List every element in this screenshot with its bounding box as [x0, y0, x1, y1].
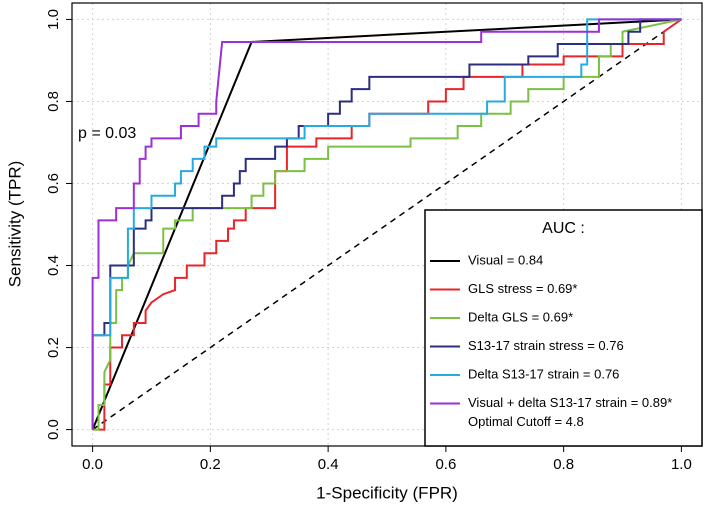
- annotation: p = 0.03: [78, 125, 136, 142]
- y-tick-label: 0.6: [45, 173, 62, 194]
- legend-box: [424, 209, 703, 447]
- x-tick-label: 0.6: [435, 456, 456, 473]
- x-axis-title: 1-Specificity (FPR): [316, 483, 458, 502]
- legend-label: Visual = 0.84: [468, 252, 543, 267]
- y-tick-label: 0.0: [45, 419, 62, 440]
- x-tick-label: 1.0: [671, 456, 692, 473]
- roc-curve: [92, 18, 682, 431]
- legend-title: AUC :: [542, 220, 585, 237]
- y-axis-title: Sensitivity (TPR): [5, 161, 24, 288]
- x-tick-label: 0.0: [82, 456, 103, 473]
- y-tick-label: 0.2: [45, 337, 62, 358]
- legend-note: Optimal Cutoff = 4.8: [468, 414, 584, 429]
- y-tick-label: 0.4: [45, 255, 62, 276]
- legend-label: Delta S13-17 strain = 0.76: [468, 366, 619, 381]
- legend-label: GLS stress = 0.69*: [468, 281, 577, 296]
- y-tick-label: 0.8: [45, 91, 62, 112]
- roc-curve: [91, 18, 682, 430]
- roc-curve: [91, 18, 682, 430]
- x-tick-label: 0.4: [318, 456, 339, 473]
- x-tick-label: 0.8: [553, 456, 574, 473]
- legend-label: S13-17 strain stress = 0.76: [468, 338, 624, 353]
- reference-diagonal: [92, 18, 682, 431]
- roc-curve: [91, 18, 682, 430]
- legend-label: Visual + delta S13-17 strain = 0.89*: [468, 395, 672, 410]
- y-tick-label: 1.0: [45, 9, 62, 30]
- legend-label: Delta GLS = 0.69*: [468, 309, 573, 324]
- roc-curve: [92, 18, 682, 431]
- x-tick-label: 0.2: [200, 456, 221, 473]
